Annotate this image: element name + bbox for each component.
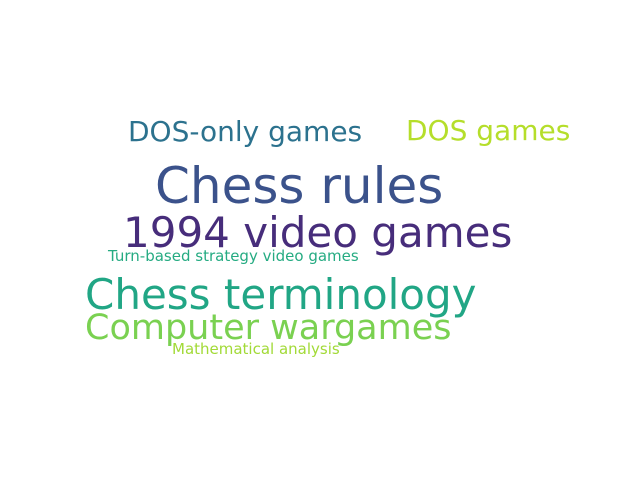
word-turn-based-strategy-video-games: Turn-based strategy video games (108, 247, 359, 265)
word-computer-wargames: Computer wargames (85, 308, 452, 348)
word-chess-rules: Chess rules (155, 157, 444, 215)
word-dos-games: DOS games (406, 114, 571, 147)
word-1994-video-games: 1994 video games (123, 208, 513, 257)
word-mathematical-analysis: Mathematical analysis (172, 340, 340, 358)
word-dos-only-games: DOS-only games (128, 115, 363, 148)
word-chess-terminology: Chess terminology (85, 270, 477, 319)
